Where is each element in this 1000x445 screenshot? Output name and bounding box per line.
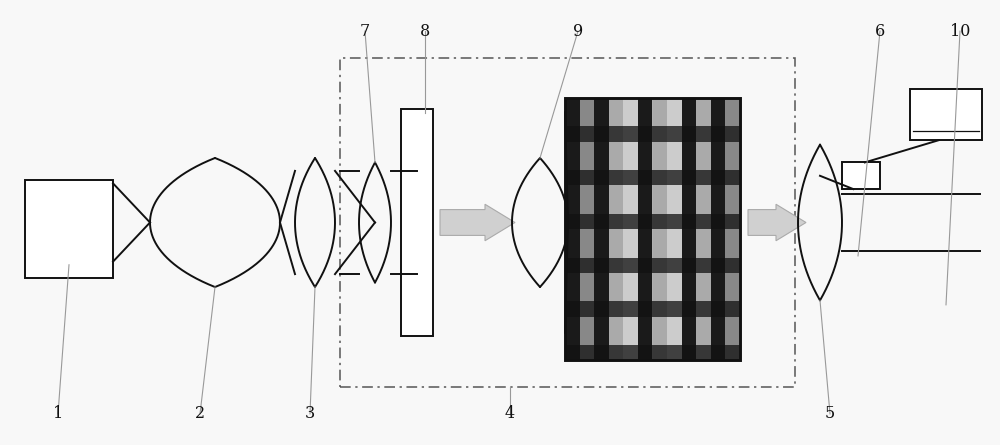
Bar [565,214,740,229]
Text: 7: 7 [360,23,370,40]
Text: 5: 5 [825,405,835,422]
Bar [652,98,667,360]
Text: 1: 1 [53,405,63,422]
FancyArrow shape [440,204,515,241]
Bar [340,58,795,387]
Bar [565,301,740,317]
Bar [565,98,580,360]
FancyArrow shape [748,204,806,241]
Bar [696,98,711,360]
Text: 9: 9 [573,23,583,40]
Bar [842,162,880,189]
Bar [910,89,982,140]
Text: 4: 4 [505,405,515,422]
Bar [565,98,740,360]
Bar [580,98,594,360]
Bar [401,109,433,336]
Bar [565,345,740,360]
Text: 2: 2 [195,405,205,422]
Bar [682,98,696,360]
Bar [711,98,725,360]
Bar [565,258,740,273]
Bar [565,98,740,360]
Text: 8: 8 [420,23,430,40]
Text: 10: 10 [950,23,970,40]
Bar [638,98,652,360]
Bar [565,126,740,142]
Bar [667,98,682,360]
Text: 3: 3 [305,405,315,422]
Bar [725,98,740,360]
Bar [609,98,623,360]
Bar [565,170,740,186]
Bar [25,180,113,278]
Bar [594,98,609,360]
Text: 6: 6 [875,23,885,40]
Bar [623,98,638,360]
